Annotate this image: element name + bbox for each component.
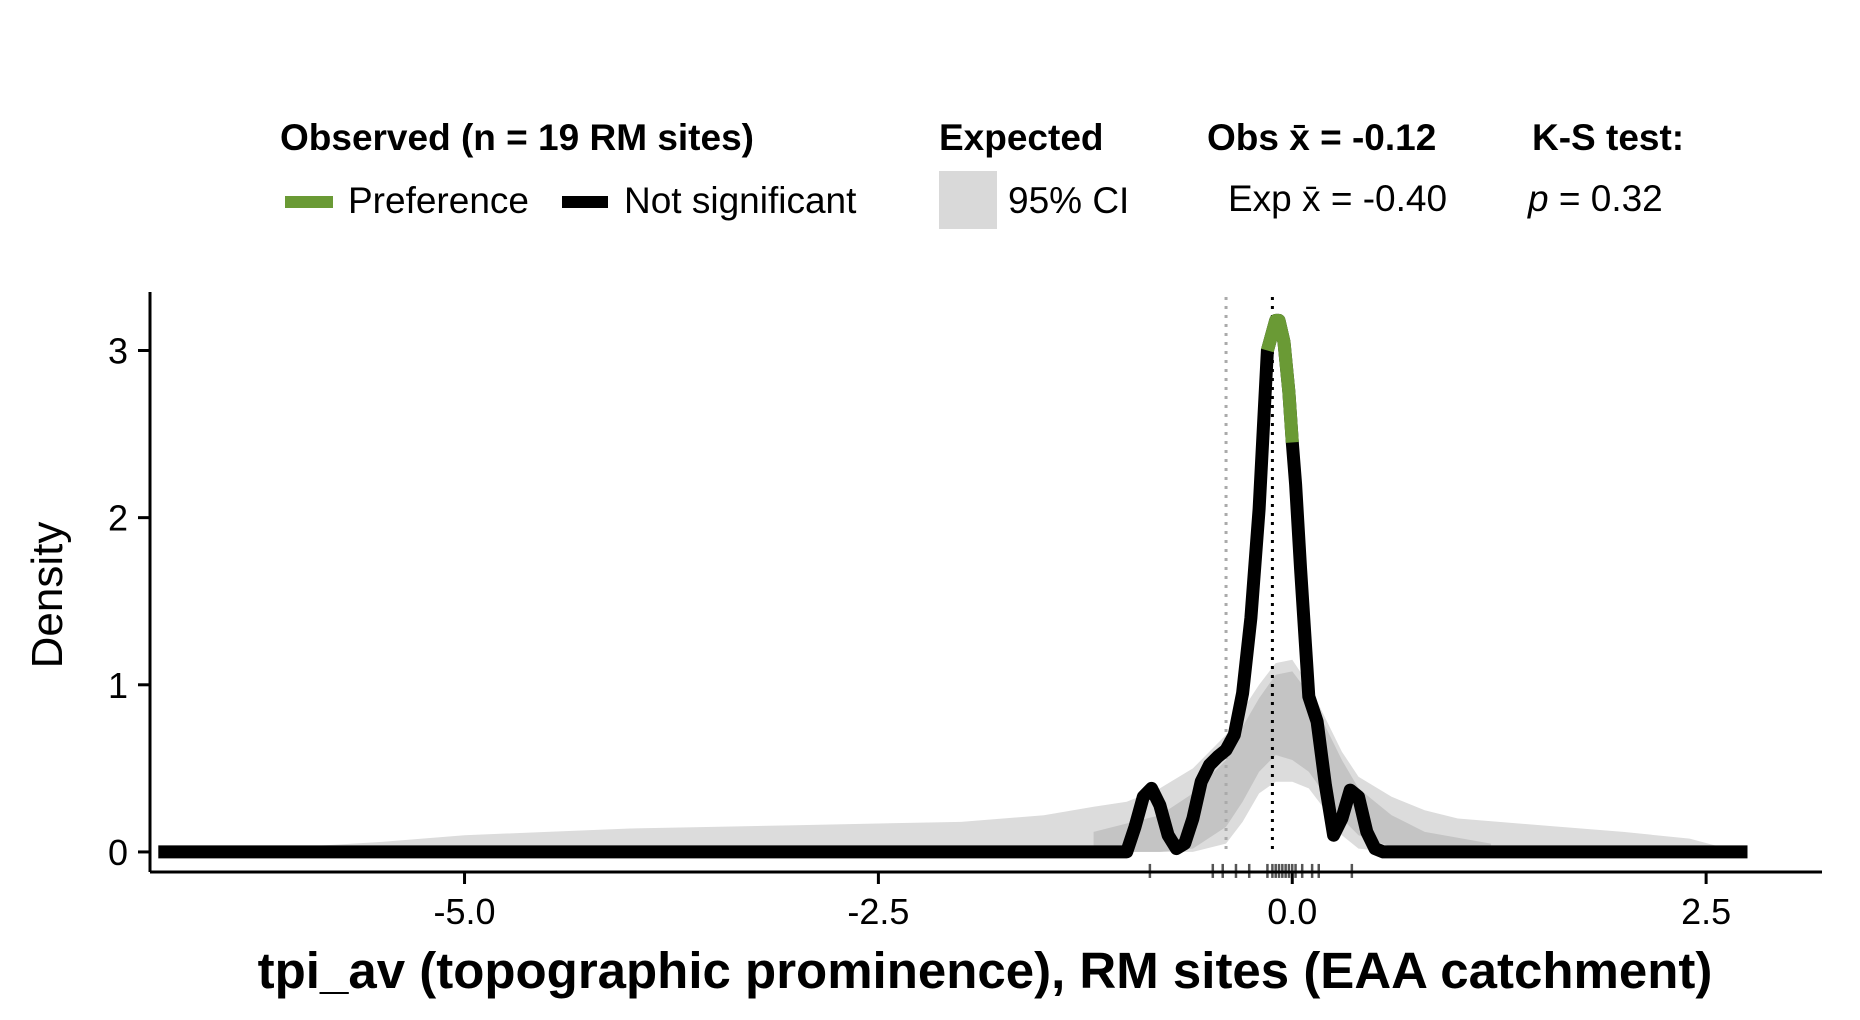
x-axis-label: tpi_av (topographic prominence), RM site… [258, 942, 1713, 999]
preference-swatch [285, 196, 333, 208]
legend: Observed (n = 19 RM sites) Preference No… [0, 0, 1860, 240]
legend-ci-label: 95% CI [1008, 180, 1130, 221]
p-value-text: = 0.32 [1548, 178, 1663, 219]
observed-density-line [158, 313, 1748, 859]
obs-mean-text: Obs x̄ = -0.12 [1207, 117, 1437, 158]
legend-ks-title: K-S test: [1532, 117, 1685, 158]
p-symbol: p [1528, 178, 1549, 219]
axis-ticks: 0 1 2 3 -5.0 -2.5 0.0 2.5 [108, 331, 1731, 932]
legend-observed-title: Observed (n = 19 RM sites) [280, 117, 754, 158]
legend-ks-p: p = 0.32 [1528, 178, 1663, 220]
not-significant-swatch [562, 196, 608, 208]
ci-swatch [939, 171, 997, 229]
legend-preference-label: Preference [348, 180, 529, 221]
y-tick-label: 3 [108, 331, 128, 372]
legend-expected-title: Expected [939, 117, 1104, 158]
plot-area [158, 297, 1748, 878]
legend-obs-mean-label: Obs x̄ = -0.12 [1207, 117, 1436, 159]
y-tick-label: 1 [108, 665, 128, 706]
y-tick-label: 0 [108, 832, 128, 873]
x-tick-label: -2.5 [847, 891, 909, 932]
x-tick-label: 0.0 [1267, 891, 1317, 932]
legend-not-significant-label: Not significant [624, 180, 857, 221]
y-tick-label: 2 [108, 498, 128, 539]
y-axis-label: Density [23, 522, 72, 669]
legend-exp-mean-label: Exp x̄ = -0.40 [1228, 178, 1448, 219]
x-tick-label: -5.0 [434, 891, 496, 932]
expected-ci-outer-band [299, 659, 1740, 852]
observed-preference-segment-0 [1261, 313, 1299, 443]
x-tick-label: 2.5 [1681, 891, 1731, 932]
